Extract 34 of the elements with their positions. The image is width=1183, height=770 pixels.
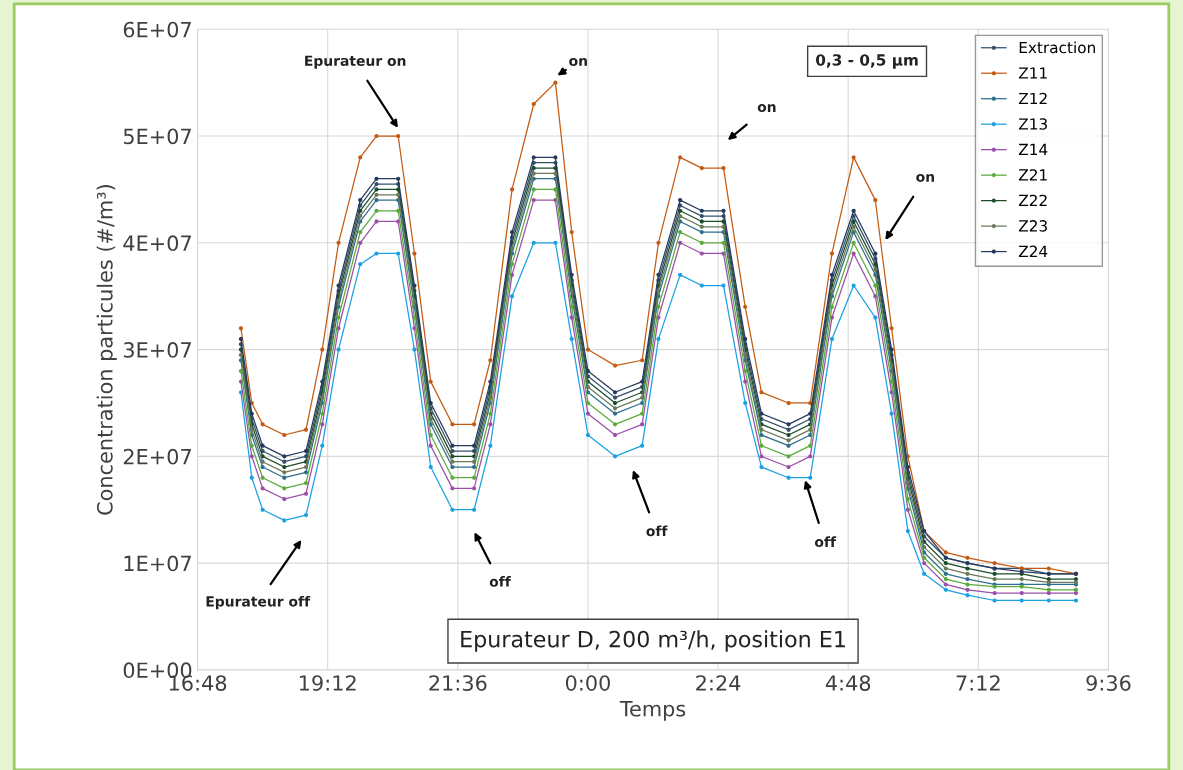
legend-label: Z12: [1018, 92, 1047, 105]
annotation: off: [646, 525, 668, 537]
y-tick-label: 6E+07: [123, 21, 191, 38]
legend-label: Z13: [1018, 118, 1047, 130]
legend-label: Z23: [1018, 220, 1047, 232]
y-axis-title: Concentration particules (#/m³): [96, 185, 117, 515]
legend-label: Z24: [1018, 245, 1048, 257]
y-tick-label: 1E+07: [124, 555, 191, 572]
legend-label: Z22: [1018, 194, 1047, 206]
legend-label: Z14: [1018, 143, 1048, 156]
annotation: Epurateur off: [206, 595, 311, 610]
x-tick-label: 0:00: [565, 675, 610, 691]
annotation: on: [757, 104, 776, 113]
y-tick-label: 2E+07: [123, 448, 191, 465]
legend-label: Z21: [1018, 169, 1047, 181]
annotation: Epurateur D, 200 m³/h, position E1: [461, 630, 845, 652]
annotation: off: [814, 536, 837, 548]
annotation: on: [569, 57, 587, 66]
annotation: 0,3 - 0,5 µm: [816, 54, 918, 69]
annotation: off: [489, 576, 511, 587]
x-tick-label: 9:36: [1086, 675, 1131, 691]
x-axis-title: Temps: [619, 701, 686, 721]
y-tick-label: 3E+07: [123, 342, 191, 358]
x-tick-label: 2:24: [696, 675, 741, 691]
legend-label: Z11: [1018, 67, 1047, 79]
x-tick-label: 7:12: [956, 675, 1000, 691]
annotation: Epurateur on: [305, 55, 406, 69]
y-tick-label: 4E+07: [123, 235, 191, 252]
y-tick-label: 5E+07: [123, 128, 191, 145]
annotation: on: [916, 173, 935, 182]
x-tick-label: 19:12: [299, 675, 356, 691]
legend-label: Extraction: [1019, 41, 1095, 54]
x-tick-label: 4:48: [825, 675, 871, 691]
x-tick-label: 21:36: [429, 675, 487, 691]
